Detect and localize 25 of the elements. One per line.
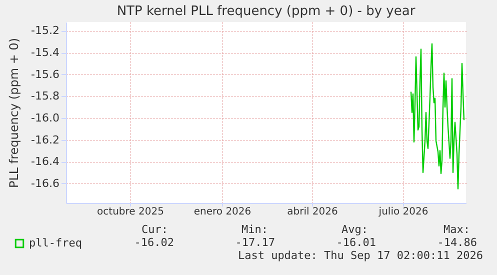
x-tick-label: enero 2026 bbox=[194, 206, 252, 218]
text: Max: bbox=[444, 223, 470, 236]
text: -17.17 bbox=[235, 236, 275, 249]
y-tick-label: -15.6 bbox=[31, 68, 60, 81]
y-tick-label: -16.6 bbox=[31, 176, 60, 190]
text: -16.01 bbox=[336, 236, 376, 249]
y-tick-label: -16.4 bbox=[31, 155, 60, 168]
y-tick-label: -15.4 bbox=[31, 46, 60, 60]
y-tick-label: -16.2 bbox=[31, 133, 60, 146]
x-tick-label: abril 2026 bbox=[287, 206, 338, 218]
y-axis-title: PLL frequency (ppm + 0) bbox=[7, 38, 22, 188]
text: Cur: bbox=[142, 223, 168, 236]
y-tick-label: -15.8 bbox=[31, 90, 60, 103]
text: Min: bbox=[242, 223, 268, 236]
y-tick-label: -15.2 bbox=[31, 24, 60, 38]
text: Avg: bbox=[342, 223, 368, 236]
legend-label: pll-freq bbox=[29, 236, 82, 250]
text: -16.02 bbox=[134, 236, 174, 249]
x-tick-label: octubre 2025 bbox=[97, 206, 164, 218]
line-series bbox=[410, 43, 465, 190]
chart-title: NTP kernel PLL frequency (ppm + 0) - by year bbox=[116, 4, 416, 19]
x-tick-label: julio 2026 bbox=[378, 206, 428, 218]
y-tick-label: -16.0 bbox=[31, 111, 60, 124]
text: Last update: Thu Sep 17 02:00:11 2026 bbox=[238, 249, 483, 262]
text: -14.86 bbox=[437, 236, 477, 249]
